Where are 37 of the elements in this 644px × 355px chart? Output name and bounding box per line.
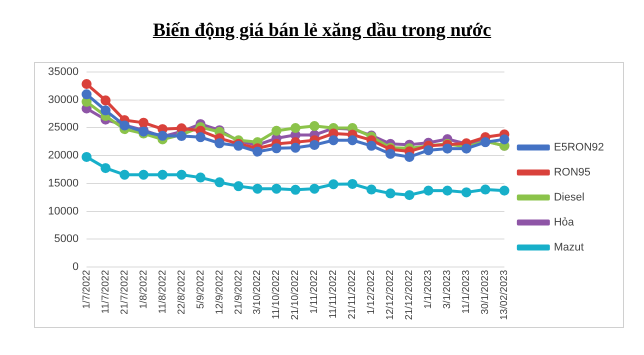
y-tick-label: 35000 (48, 66, 79, 78)
x-tick-label: 22/8/2022 (176, 270, 188, 314)
x-tick-label: 1/1/2023 (423, 270, 434, 309)
x-tick-label: 11/11/2022 (328, 270, 340, 319)
x-tick-label: 1/11/2022 (309, 270, 320, 314)
x-tick-label: 1/8/2022 (138, 270, 150, 309)
legend-label: Diesel (554, 192, 584, 204)
x-tick-label: 21/10/2022 (290, 270, 302, 320)
legend-label: Mazut (554, 242, 584, 254)
x-tick-label: 1/7/2022 (81, 270, 92, 309)
y-tick-label: 25000 (48, 122, 79, 134)
x-tick-label: 21/12/2022 (404, 270, 416, 320)
x-tick-label: 5/9/2022 (195, 270, 206, 309)
legend-label: RON95 (554, 166, 591, 179)
x-tick-label: 12/12/2022 (385, 270, 396, 320)
legend-label: E5RON92 (554, 142, 604, 154)
y-tick-label: 30000 (48, 94, 79, 106)
y-tick-label: 15000 (48, 177, 79, 190)
x-tick-label: 21/11/2022 (347, 270, 358, 320)
x-tick-label: 12/9/2022 (214, 270, 226, 314)
y-tick-label: 5000 (54, 233, 79, 246)
x-tick-label: 3/1/2023 (442, 270, 454, 309)
y-tick-label: 10000 (48, 205, 79, 218)
x-tick-label: 1/12/2022 (366, 270, 378, 314)
x-tick-label: 11/7/2022 (100, 270, 112, 314)
x-tick-label: 11/10/2022 (271, 270, 282, 320)
x-tick-label: 11/1/2023 (461, 270, 472, 314)
chart-title: Biến động giá bán lẻ xăng dầu trong nước (152, 20, 492, 42)
x-tick-label: 21/7/2022 (119, 270, 130, 314)
legend-label: Hỏa (554, 216, 575, 229)
x-tick-label: 13/02/2023 (499, 270, 510, 320)
x-tick-label: 11/8/2022 (157, 270, 168, 314)
y-tick-label: 20000 (48, 150, 79, 162)
x-tick-label: 30/1/2023 (480, 270, 492, 314)
y-tick-label: 0 (72, 260, 79, 273)
x-tick-label: 21/9/2022 (233, 270, 244, 314)
x-tick-label: 3/10/2022 (252, 270, 264, 314)
